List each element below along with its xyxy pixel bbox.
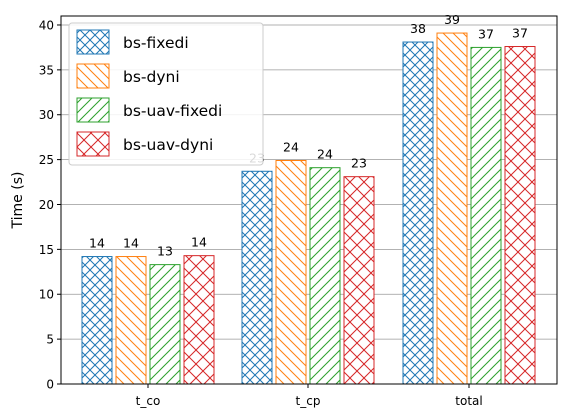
data-label: 13 (157, 244, 173, 259)
bars (81, 32, 536, 385)
data-label: 37 (512, 26, 528, 41)
y-tick-label: 30 (39, 108, 54, 122)
bar-bs-dyni-t_co (115, 256, 147, 385)
bar-bs-uav-fixedi-t_cp (309, 167, 341, 385)
y-tick-label: 35 (39, 63, 54, 77)
data-label: 23 (351, 156, 367, 171)
y-tick-label: 20 (39, 198, 54, 212)
legend-label: bs-dyni (123, 68, 180, 86)
bar-bs-uav-fixedi-total (470, 46, 502, 385)
data-label: 24 (283, 140, 299, 155)
data-label: 14 (89, 236, 105, 251)
y-tick-label: 40 (39, 18, 54, 32)
bar-bs-uav-dyni-total (504, 46, 536, 385)
y-tick-label: 5 (46, 333, 54, 347)
data-label: 37 (478, 26, 494, 41)
data-label: 14 (191, 235, 207, 250)
legend-swatch (76, 29, 110, 55)
data-label: 24 (317, 147, 333, 162)
legend-swatch (76, 131, 110, 157)
y-tick-label: 0 (46, 378, 54, 392)
plot-frame (60, 15, 558, 385)
y-tick-label: 15 (39, 243, 54, 257)
y-axis: 0 5 10 15 20 25 30 35 40 (39, 18, 61, 392)
bar-bs-fixedi-t_cp (241, 170, 273, 385)
bar-bs-uav-dyni-t_co (183, 255, 215, 385)
data-label: 38 (410, 21, 426, 36)
legend-swatch (76, 63, 110, 89)
x-tick-label: t_cp (296, 394, 321, 408)
x-tick-label: t_co (136, 394, 161, 408)
y-tick-label: 10 (39, 288, 54, 302)
x-axis: t_co t_cp total (136, 384, 483, 408)
legend-label: bs-uav-fixedi (123, 102, 222, 120)
legend-label: bs-uav-dyni (123, 136, 213, 154)
legend: bs-fixedi bs-dyni bs-uav-fixedi bs-uav-dyni (68, 22, 264, 166)
bar-bs-fixedi-t_co (81, 256, 113, 385)
bar-bs-uav-dyni-t_cp (343, 176, 375, 385)
bar-bs-uav-fixedi-t_co (149, 264, 181, 385)
bar-bs-dyni-t_cp (275, 160, 307, 385)
y-tick-label: 25 (39, 153, 54, 167)
data-label: 14 (123, 236, 139, 251)
legend-box (68, 22, 264, 166)
legend-label: bs-fixedi (123, 34, 189, 52)
bar-bs-dyni-total (436, 32, 468, 385)
x-tick-label: total (455, 394, 482, 408)
legend-swatch (76, 97, 110, 123)
y-axis-label: Time (s) (10, 172, 26, 230)
data-label: 39 (444, 12, 460, 27)
bar-bs-fixedi-total (402, 41, 434, 385)
